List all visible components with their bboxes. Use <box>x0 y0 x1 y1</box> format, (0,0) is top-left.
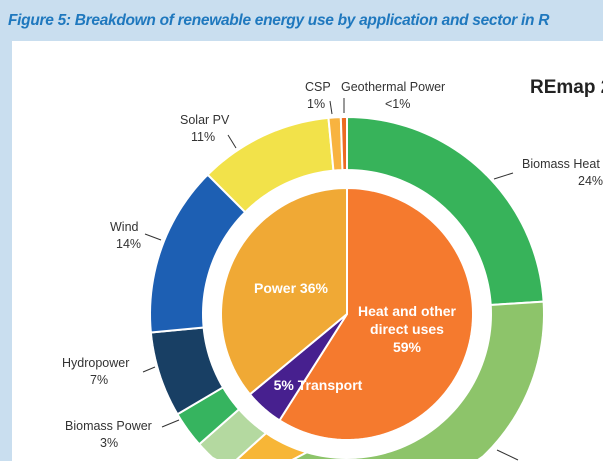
inner-label-power: Power 36% <box>254 280 328 296</box>
figure-title: Figure 5: Breakdown of renewable energy … <box>8 12 550 29</box>
svg-text:CSP: CSP <box>305 80 331 94</box>
svg-text:Wind: Wind <box>110 220 139 234</box>
svg-text:<1%: <1% <box>385 97 410 111</box>
remap-heading: REmap 2 <box>530 77 603 98</box>
svg-text:Power 36%: Power 36% <box>254 280 328 296</box>
label-wind: Wind 14% <box>110 220 162 251</box>
svg-text:Heat and other: Heat and other <box>358 303 457 319</box>
svg-text:24%: 24% <box>578 174 603 188</box>
svg-text:11%: 11% <box>191 130 215 144</box>
inner-pie <box>220 187 474 441</box>
svg-text:59%: 59% <box>393 339 422 355</box>
label-geothermal: Geothermal Power <1% <box>341 80 445 113</box>
inner-label-heat: Heat and other direct uses 59% <box>358 303 457 355</box>
svg-text:Hydropower: Hydropower <box>62 356 129 370</box>
svg-text:Solar PV: Solar PV <box>180 113 230 127</box>
svg-text:Biomass Power: Biomass Power <box>65 419 152 433</box>
svg-text:14%: 14% <box>116 237 141 251</box>
inner-slice-heat-and-other-direct-uses <box>278 187 474 441</box>
svg-text:3%: 3% <box>100 436 118 450</box>
inner-slice-power <box>220 187 348 396</box>
label-csp: CSP 1% <box>305 80 333 115</box>
outer-ring <box>149 116 545 461</box>
svg-text:Biomass Heat: Biomass Heat <box>522 157 600 171</box>
label-hydropower: Hydropower 7% <box>62 356 156 387</box>
svg-text:7%: 7% <box>90 373 108 387</box>
outer-slice-geothermal-power <box>339 116 348 172</box>
inner-label-transport: 5% Transport <box>274 377 363 393</box>
label-biomass-power: Biomass Power 3% <box>65 419 180 450</box>
label-biomass-heat: Biomass Heat 24% <box>493 157 603 188</box>
svg-text:1%: 1% <box>307 97 325 111</box>
svg-text:5% Transport: 5% Transport <box>274 377 363 393</box>
svg-text:direct uses: direct uses <box>370 321 444 337</box>
label-solar-pv: Solar PV 11% <box>180 113 237 149</box>
leader-line <box>496 449 519 461</box>
svg-text:Geothermal Power: Geothermal Power <box>341 80 445 94</box>
